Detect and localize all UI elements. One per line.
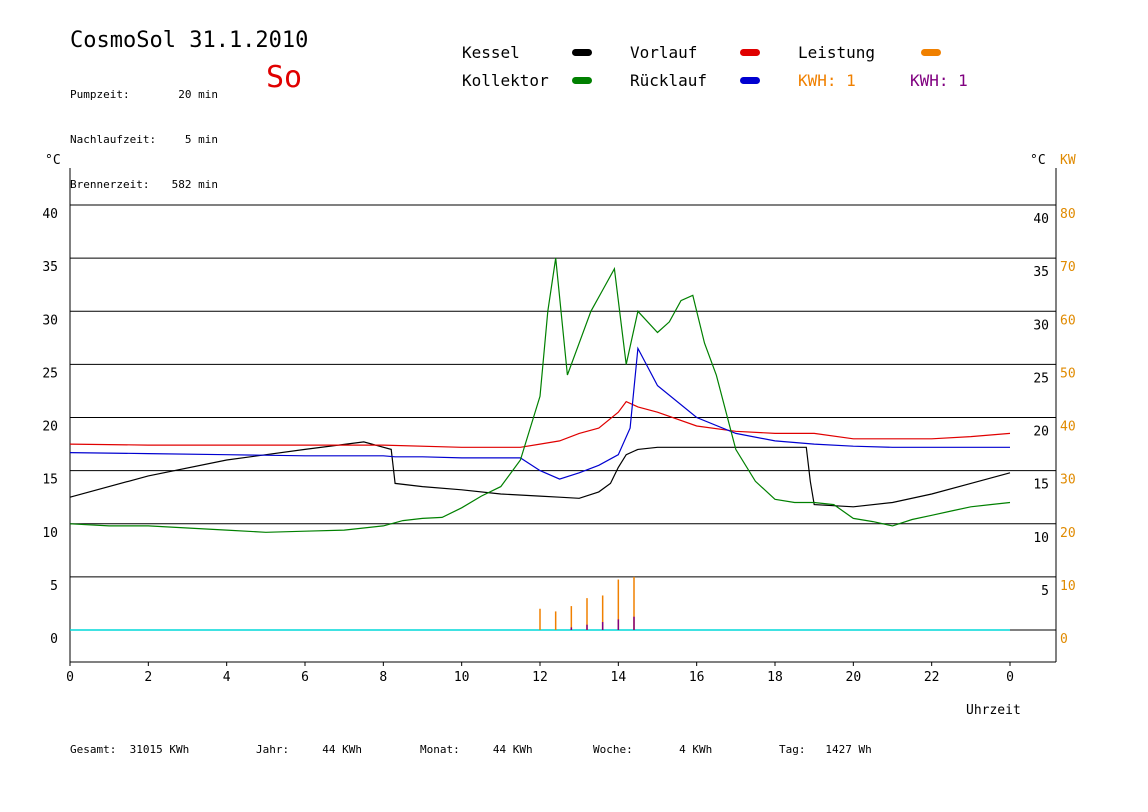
legend-kollektor-swatch	[572, 77, 592, 84]
x-tick-label: 12	[532, 670, 548, 685]
footer-monat: Monat: 44 KWh	[420, 743, 533, 756]
x-tick-label: 16	[689, 670, 705, 685]
legend-ruecklauf-label: Rücklauf	[630, 71, 708, 90]
series-vorlauf	[69, 400, 1011, 448]
y-tick-power: 20	[1060, 526, 1076, 541]
y-tick-left: 30	[42, 313, 58, 328]
legend-kwh1-label: KWH: 1	[798, 71, 856, 90]
x-tick-label: 6	[301, 670, 309, 685]
y-tick-left: 40	[42, 207, 58, 222]
y-tick-right: 20	[1033, 425, 1049, 440]
legend-kessel-swatch	[572, 49, 592, 56]
y-tick-left: 0	[50, 632, 58, 647]
y-tick-right: 30	[1033, 318, 1049, 333]
chart-title: CosmoSol 31.1.2010	[70, 28, 309, 53]
y-axis-power-unit: KW	[1060, 153, 1076, 168]
legend-kwh2-label: KWH: 1	[910, 71, 968, 90]
axes	[69, 168, 1057, 666]
y-tick-left: 5	[50, 579, 58, 594]
y-tick-power: 10	[1060, 579, 1076, 594]
y-tick-right: 35	[1033, 265, 1049, 280]
footer-tag: Tag: 1427 Wh	[779, 743, 872, 756]
weekday-label: So	[266, 60, 303, 95]
legend-ruecklauf-swatch	[740, 77, 760, 84]
series-lines	[69, 258, 1011, 631]
y-tick-power: 0	[1060, 632, 1068, 647]
x-tick-label: 14	[611, 670, 627, 685]
y-tick-right: 10	[1033, 531, 1049, 546]
footer-woche: Woche: 4 KWh	[593, 743, 713, 756]
x-tick-label: 4	[223, 670, 231, 685]
x-tick-label: 20	[846, 670, 862, 685]
x-tick-label: 10	[454, 670, 470, 685]
info-value-brennerzeit: 582 min	[171, 178, 218, 191]
y-tick-right: 25	[1033, 371, 1049, 386]
y-tick-power: 60	[1060, 313, 1076, 328]
x-tick-label: 8	[379, 670, 387, 685]
info-label-nachlaufzeit: Nachlaufzeit:	[70, 133, 157, 146]
y-tick-left: 35	[42, 260, 58, 275]
legend-kollektor-label: Kollektor	[462, 71, 549, 90]
y-tick-left: 25	[42, 366, 58, 381]
y-tick-right: 40	[1033, 212, 1049, 227]
y-axis-right-unit: °C	[1030, 153, 1046, 168]
y-tick-power: 80	[1060, 207, 1076, 222]
x-tick-label: 18	[767, 670, 783, 685]
y-tick-right: 5	[1041, 584, 1049, 599]
y-tick-power: 50	[1060, 366, 1076, 381]
y-tick-power: 30	[1060, 473, 1076, 488]
info-value-nachlaufzeit: 5 min	[184, 133, 218, 146]
info-label-brennerzeit: Brennerzeit:	[70, 178, 150, 191]
footer-jahr: Jahr: 44 KWh	[256, 743, 362, 756]
y-tick-left: 10	[42, 526, 58, 541]
series-kollektor	[69, 258, 1011, 533]
x-axis-label: Uhrzeit	[966, 703, 1021, 718]
legend-leistung-label: Leistung	[798, 43, 876, 62]
legend-vorlauf-swatch	[740, 49, 760, 56]
x-tick-label: 22	[924, 670, 940, 685]
tick-labels: 0 2 4 6 8 10 12 14 16 18 20 22 0 0 5 10 15 20 25 30 35 40 5 10 1…	[42, 207, 1075, 685]
y-tick-power: 40	[1060, 420, 1076, 435]
legend-kessel-label: Kessel	[462, 43, 520, 62]
gridlines	[70, 204, 1056, 631]
legend-leistung-swatch	[921, 49, 941, 56]
x-tick-label: 0	[66, 670, 74, 685]
info-value-pumpzeit: 20 min	[178, 88, 218, 101]
info-labels: Pumpzeit: Nachlaufzeit: Brennerzeit:	[70, 57, 156, 207]
y-tick-left: 15	[42, 473, 58, 488]
legend-vorlauf-label: Vorlauf	[630, 43, 698, 62]
y-axis-left-unit: °C	[45, 153, 61, 168]
footer-gesamt: Gesamt: 31015 KWh	[70, 743, 190, 756]
series-r-cklauf	[69, 346, 1010, 480]
info-values: 20 min 5 min 582 min	[168, 57, 218, 207]
info-label-pumpzeit: Pumpzeit:	[70, 88, 130, 101]
series-kessel	[69, 441, 1011, 508]
x-tick-label: 2	[144, 670, 152, 685]
y-tick-left: 20	[42, 420, 58, 435]
x-tick-label: 0	[1006, 670, 1014, 685]
y-tick-right: 15	[1033, 478, 1049, 493]
y-tick-power: 70	[1060, 260, 1076, 275]
